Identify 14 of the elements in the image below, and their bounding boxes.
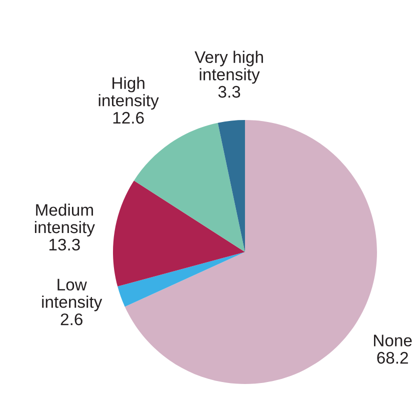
data-label: 3.3 bbox=[218, 86, 240, 98]
slice-label: High intensity bbox=[98, 76, 159, 110]
data-label: 13.3 bbox=[49, 238, 80, 251]
pie-slice bbox=[218, 120, 245, 252]
data-label: 2.6 bbox=[60, 313, 82, 326]
data-label: 12.6 bbox=[113, 112, 144, 124]
pie-slice bbox=[118, 252, 245, 307]
slice-label: None bbox=[374, 334, 412, 346]
pie-slice bbox=[134, 122, 245, 252]
data-label: 68.2 bbox=[377, 352, 408, 364]
slice-label: Very high intensity bbox=[194, 50, 263, 84]
slice-label: Low intensity bbox=[42, 278, 102, 312]
pie-slice bbox=[113, 180, 245, 286]
slice-label: Medium intensity bbox=[34, 204, 95, 236]
